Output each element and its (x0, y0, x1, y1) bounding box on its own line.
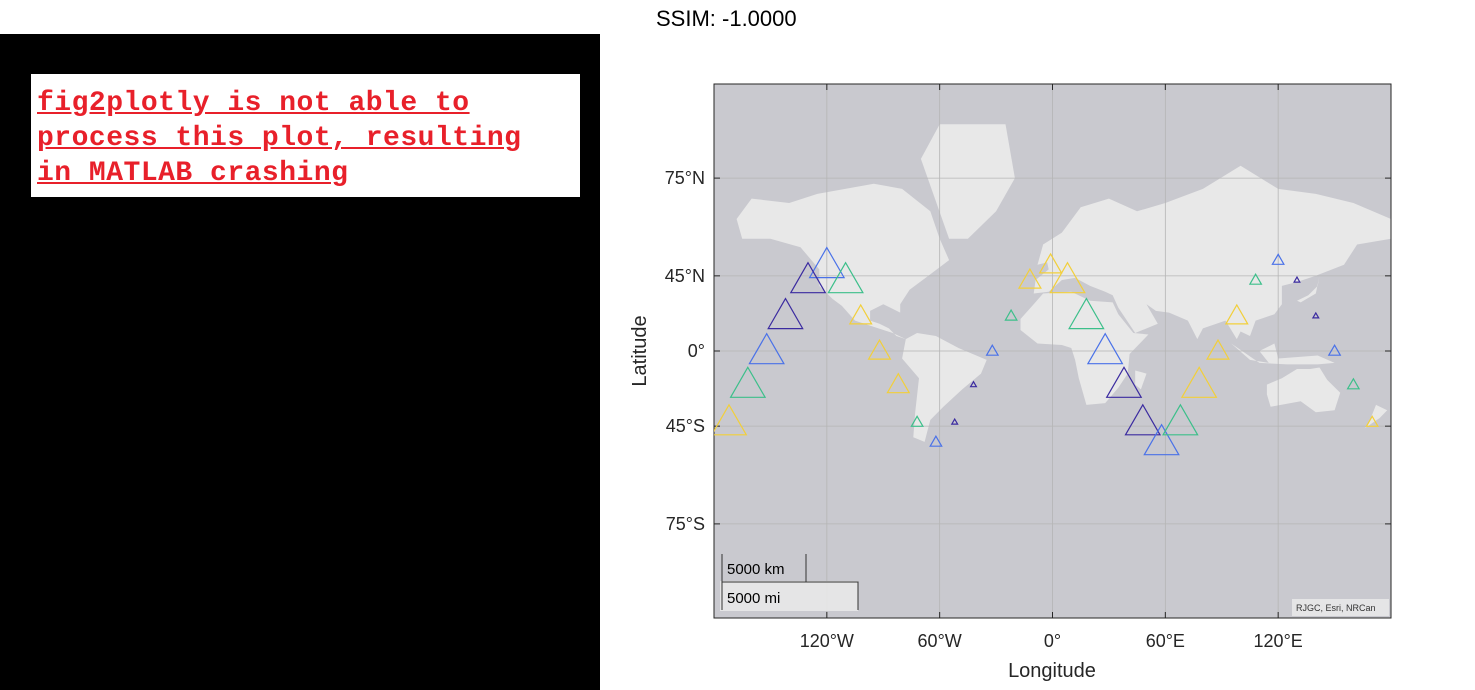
scale-km-label: 5000 km (727, 561, 785, 578)
y-tick-label: 45°N (665, 266, 705, 286)
land-mass-8 (1037, 241, 1057, 265)
triangle-marker-29 (1271, 253, 1285, 265)
land-mass-7 (1135, 370, 1147, 390)
triangle-marker-28 (1248, 272, 1263, 285)
scale-bar: 5000 km 5000 mi (720, 554, 859, 611)
land-mass-2 (920, 124, 1015, 239)
triangle-marker-12 (950, 417, 959, 425)
map-land (736, 124, 1391, 442)
triangle-marker-11 (929, 434, 943, 447)
triangle-marker-6 (867, 338, 892, 360)
y-tick-label: 0° (688, 341, 705, 361)
land-mass-3 (1033, 165, 1391, 340)
triangle-marker-7 (729, 366, 767, 398)
triangle-marker-15 (1004, 308, 1018, 321)
x-axis-title: Longitude (1008, 660, 1096, 682)
land-mass-1 (902, 333, 987, 442)
triangle-marker-4 (848, 303, 873, 325)
triangle-marker-33 (1346, 377, 1361, 390)
y-axis-title: Latitude (629, 315, 651, 386)
triangle-marker-27 (1224, 303, 1249, 325)
triangle-marker-14 (985, 343, 1000, 356)
x-tick-label: 60°E (1146, 631, 1185, 651)
error-line-1: fig2plotly is not able to (37, 88, 470, 119)
map-chart: 120°W 60°W 0° 60°E 120°E 75°N45°N0°45°S75°S … (629, 83, 1392, 682)
data-markers (714, 246, 1379, 456)
triangle-marker-32 (1327, 343, 1342, 356)
triangle-marker-23 (1143, 423, 1180, 456)
y-tick-label: 75°N (665, 168, 705, 188)
land-mass-9 (1297, 275, 1320, 303)
triangle-marker-22 (1124, 403, 1162, 436)
land-mass-5 (1266, 367, 1341, 413)
chart-title: SSIM: -1.0000 (656, 6, 797, 31)
triangle-marker-10 (910, 415, 924, 427)
triangle-marker-17 (1038, 252, 1063, 274)
y-tick-label: 45°S (666, 416, 705, 436)
land-mass-11 (1364, 404, 1388, 429)
triangle-marker-0 (808, 246, 846, 279)
triangle-marker-9 (714, 403, 748, 436)
triangle-marker-8 (886, 372, 911, 394)
triangle-marker-3 (767, 297, 804, 330)
x-axis-ticks: 120°W 60°W 0° 60°E 120°E (800, 84, 1303, 651)
error-message-box: fig2plotly is not able to process this p… (31, 74, 580, 197)
triangle-marker-26 (1206, 338, 1230, 360)
triangle-marker-1 (789, 261, 827, 294)
triangle-marker-31 (1311, 311, 1320, 319)
y-tick-label: 75°S (666, 514, 705, 534)
triangle-marker-34 (1365, 415, 1379, 427)
triangle-marker-2 (827, 261, 864, 294)
error-line-3: in MATLAB crashing (37, 158, 349, 189)
triangle-marker-25 (1180, 366, 1218, 398)
triangle-marker-19 (1068, 297, 1105, 330)
triangle-marker-16 (1017, 267, 1042, 289)
land-mass-10 (1231, 343, 1335, 365)
triangle-marker-24 (1162, 403, 1199, 436)
triangle-marker-30 (1293, 275, 1301, 283)
error-panel: fig2plotly is not able to process this p… (0, 34, 600, 690)
x-tick-label: 120°E (1254, 631, 1303, 651)
triangle-marker-5 (748, 332, 785, 365)
triangle-marker-20 (1086, 332, 1124, 365)
map-gridlines (714, 84, 1391, 618)
triangle-marker-21 (1105, 366, 1143, 398)
scale-mi-label: 5000 mi (727, 590, 780, 607)
y-axis-ticks: 75°N 45°N 0° 45°S 75°S (665, 168, 1391, 534)
x-tick-label: 60°W (918, 631, 962, 651)
triangle-marker-13 (969, 380, 978, 388)
x-tick-label: 120°W (800, 631, 854, 651)
error-line-2: process this plot, resulting (37, 123, 522, 154)
map-attribution: RJGC, Esri, NRCan (1296, 603, 1376, 613)
land-mass-0 (736, 183, 950, 340)
x-tick-label: 0° (1044, 631, 1061, 651)
triangle-marker-18 (1049, 261, 1086, 294)
